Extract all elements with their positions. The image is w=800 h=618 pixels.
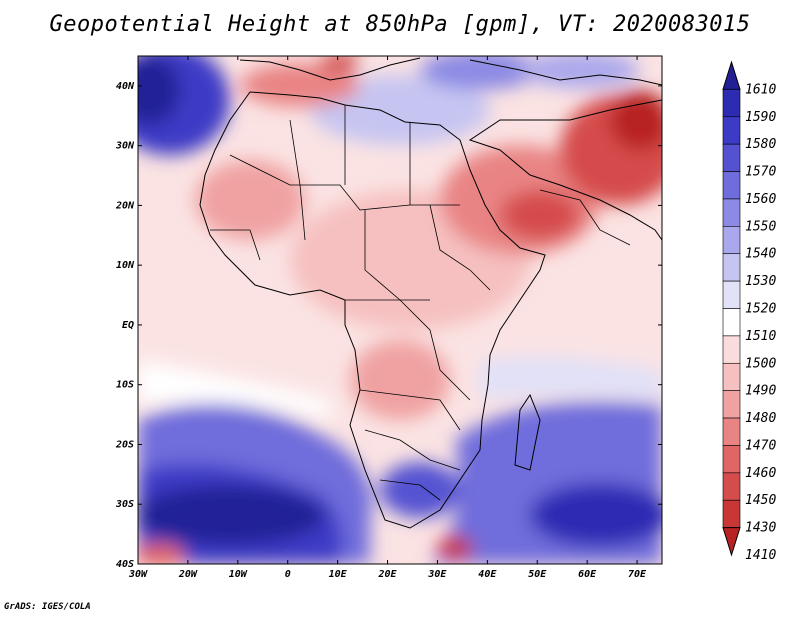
height-field [138,56,662,564]
colorbar-swatch [722,89,741,118]
lat-tick-label: 10N [116,260,135,271]
lat-tick-label: 20S [115,439,134,450]
colorbar-swatch [722,280,741,309]
colorbar-swatch [722,499,741,528]
colorbar-swatch [722,362,741,391]
colorbar-swatch [722,308,741,337]
lon-tick-label: 60E [578,569,597,580]
colorbar-label: 1410 [745,548,776,563]
colorbar-label: 1480 [745,411,776,426]
colorbar-swatch [722,226,741,255]
colorbar-label: 1490 [745,384,776,399]
grads-credit: GrADS: IGES/COLA [4,602,91,612]
colorbar-swatch [722,171,741,200]
latitude-axis: 40N 30N 20N 10N EQ 10S 20S 30S 40S [115,81,662,570]
lon-tick-label: 30E [427,569,447,580]
colorbar-label: 1580 [745,137,776,152]
colorbar-label: 1450 [745,493,776,508]
lat-tick-label: 40N [116,81,135,92]
colorbar-label: 1470 [745,438,776,453]
colorbar-label: 1610 [745,82,776,97]
lon-tick-label: 20E [377,569,397,580]
lat-tick-label: 10S [116,380,134,391]
map-title: Geopotential Height at 850hPa [gpm], VT:… [49,12,751,37]
colorbar-label: 1500 [745,356,776,371]
colorbar: 1610 1590 1580 1570 1560 1550 1540 1530 1520 1510… [722,60,776,563]
colorbar-label: 1530 [745,274,776,289]
longitude-axis: 30W 20W 10W 0 10E 20E 30E 40E 50E 60E 70E [128,56,647,580]
colorbar-label: 1430 [745,521,776,536]
lat-tick-label: EQ [122,320,134,331]
colorbar-label: 1520 [745,302,776,317]
lon-tick-label: 40E [478,569,497,580]
lon-tick-label: 10W [229,569,248,580]
colorbar-swatch [722,198,741,227]
colorbar-label: 1460 [745,466,776,481]
colorbar-top-arrow [722,60,741,90]
colorbar-bottom-arrow [722,527,741,557]
colorbar-swatch [722,143,741,172]
lat-tick-label: 20N [115,200,135,211]
country-borders [210,105,631,501]
coastlines [199,57,662,529]
colorbar-swatch [722,472,741,501]
colorbar-swatch [722,335,741,364]
lat-tick-label: 40S [116,559,134,570]
colorbar-label: 1550 [745,219,776,234]
colorbar-label: 1570 [745,165,776,180]
colorbar-swatch [722,417,741,446]
lon-tick-label: 30W [128,569,148,580]
colorbar-swatch [722,253,741,282]
lon-tick-label: 50E [528,569,547,580]
map-frame [137,55,663,565]
colorbar-label: 1560 [745,192,776,207]
colorbar-label: 1510 [745,329,776,344]
lon-tick-label: 70E [628,569,647,580]
lon-tick-label: 10E [329,569,348,580]
colorbar-swatch [722,445,741,474]
lon-tick-label: 20W [178,569,198,580]
colorbar-label: 1540 [745,247,776,262]
colorbar-label: 1590 [745,110,776,125]
lon-tick-label: 0 [285,569,291,580]
colorbar-swatch [722,390,741,419]
lat-tick-label: 30N [115,141,135,152]
lat-tick-label: 30S [115,499,134,510]
colorbar-swatch [722,116,741,145]
